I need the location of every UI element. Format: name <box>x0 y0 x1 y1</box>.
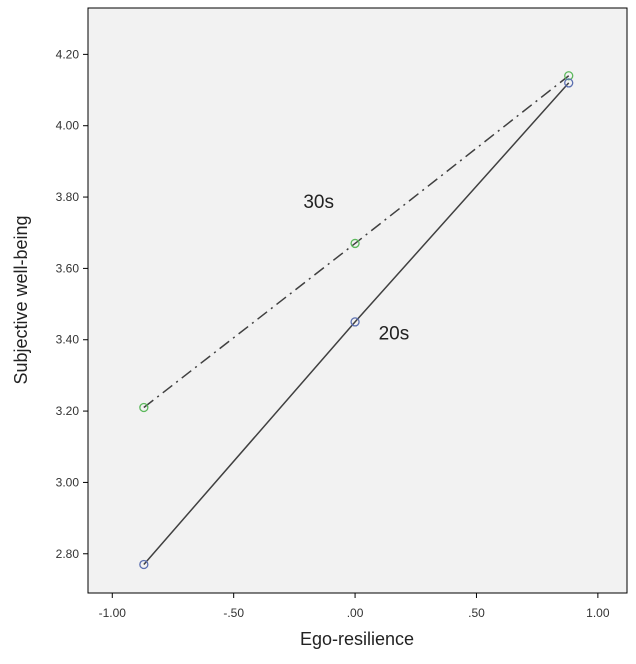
x-axis-title: Ego-resilience <box>300 629 414 649</box>
plot-area <box>87 7 628 594</box>
data-point-30s <box>350 238 360 249</box>
data-point-20s <box>350 317 360 327</box>
y-tick-label: 4.00 <box>56 119 80 133</box>
data-point-20s <box>139 559 149 570</box>
data-point-30s <box>139 402 149 413</box>
x-tick-label: -1.00 <box>99 606 127 620</box>
labels-layer: 30s 20s <box>303 192 409 345</box>
y-tick-label: 2.80 <box>56 547 80 561</box>
series-label-20s: 20s <box>379 324 410 345</box>
y-tick-label: 3.00 <box>56 475 80 489</box>
x-tick-label: -.50 <box>223 606 244 620</box>
x-tick-label: .00 <box>347 606 364 620</box>
data-point-30s <box>564 71 574 81</box>
y-tick-label: 3.40 <box>56 333 80 347</box>
ticks-layer: -1.00 -.50 .00 .50 1.00 2.80 3.00 3.20 3.40 3.60 3… <box>56 47 610 620</box>
series-line-20s <box>143 82 570 565</box>
y-axis-title: Subjective well-being <box>11 215 31 384</box>
x-tick-label: .50 <box>468 606 485 620</box>
series-label-30s: 30s <box>303 192 334 213</box>
y-tick-label: 3.80 <box>56 190 80 204</box>
y-tick-label: 4.20 <box>56 47 80 61</box>
series-line-30s <box>143 75 570 409</box>
markers-layer <box>139 71 574 570</box>
y-tick-label: 3.20 <box>56 404 80 418</box>
x-tick-label: 1.00 <box>586 606 610 620</box>
y-tick-label: 3.60 <box>56 261 80 275</box>
lines-layer <box>143 75 570 565</box>
data-point-20s <box>564 78 574 88</box>
